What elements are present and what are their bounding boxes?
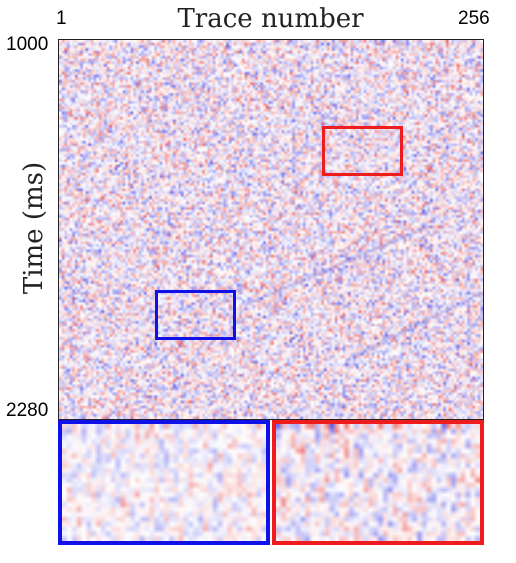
y-axis-label: Time (ms) (19, 161, 49, 295)
blue-zoom-inset (58, 420, 270, 545)
y-tick-top: 1000 (6, 34, 49, 55)
y-tick-bottom: 2280 (6, 400, 49, 421)
red-zoom-image (276, 424, 480, 541)
x-tick-min: 1 (56, 8, 67, 29)
red-zoom-inset (272, 420, 484, 545)
figure-title: Trace number (177, 4, 364, 34)
blue-zoom-image (62, 424, 266, 541)
x-tick-max: 256 (458, 8, 490, 29)
blue-region-of-interest (155, 290, 236, 340)
red-region-of-interest (322, 126, 403, 176)
seismic-section-image (58, 39, 484, 420)
